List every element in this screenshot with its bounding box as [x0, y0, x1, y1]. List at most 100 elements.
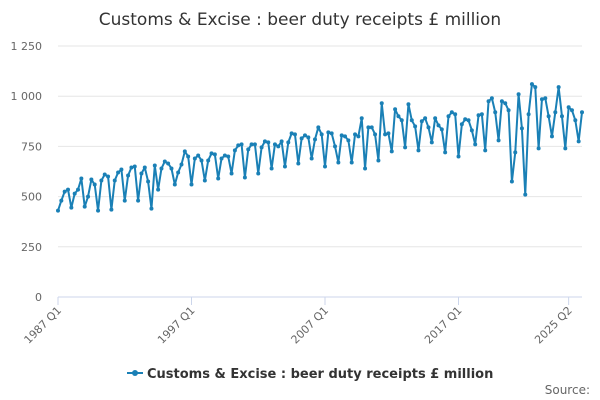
data-point[interactable] — [523, 192, 528, 197]
data-point[interactable] — [326, 130, 331, 135]
data-point[interactable] — [282, 164, 287, 169]
data-point[interactable] — [229, 171, 234, 176]
data-point[interactable] — [513, 150, 518, 155]
data-point[interactable] — [269, 166, 274, 171]
data-point[interactable] — [406, 102, 411, 107]
data-point[interactable] — [453, 112, 458, 117]
data-point[interactable] — [443, 150, 448, 155]
data-point[interactable] — [259, 145, 264, 150]
data-point[interactable] — [152, 163, 157, 168]
data-point[interactable] — [489, 96, 494, 101]
data-point[interactable] — [479, 112, 484, 117]
data-point[interactable] — [266, 140, 271, 145]
data-point[interactable] — [536, 146, 541, 151]
data-point[interactable] — [296, 161, 301, 166]
data-point[interactable] — [386, 131, 391, 136]
data-point[interactable] — [79, 176, 84, 181]
data-point[interactable] — [246, 147, 251, 152]
data-point[interactable] — [449, 110, 454, 115]
data-point[interactable] — [353, 132, 358, 137]
data-point[interactable] — [379, 101, 384, 106]
data-point[interactable] — [469, 128, 474, 133]
data-point[interactable] — [369, 125, 374, 130]
data-point[interactable] — [189, 182, 194, 187]
data-point[interactable] — [89, 177, 94, 182]
data-point[interactable] — [142, 165, 147, 170]
data-point[interactable] — [403, 145, 408, 150]
data-point[interactable] — [299, 136, 304, 141]
data-point[interactable] — [323, 164, 328, 169]
data-point[interactable] — [503, 101, 508, 106]
data-point[interactable] — [109, 207, 114, 212]
data-point[interactable] — [262, 139, 267, 144]
data-point[interactable] — [226, 154, 231, 159]
data-point[interactable] — [319, 132, 324, 137]
data-point[interactable] — [66, 187, 71, 192]
data-point[interactable] — [76, 187, 81, 192]
data-point[interactable] — [132, 164, 137, 169]
data-point[interactable] — [172, 182, 177, 187]
data-point[interactable] — [539, 97, 544, 102]
data-point[interactable] — [389, 149, 394, 154]
data-point[interactable] — [399, 118, 404, 123]
data-point[interactable] — [356, 134, 361, 139]
data-point[interactable] — [202, 178, 207, 183]
data-point[interactable] — [219, 156, 224, 161]
data-point[interactable] — [496, 138, 501, 143]
data-point[interactable] — [162, 159, 167, 164]
data-point[interactable] — [543, 96, 548, 101]
data-point[interactable] — [383, 132, 388, 137]
data-point[interactable] — [222, 153, 227, 158]
data-point[interactable] — [119, 167, 124, 172]
data-point[interactable] — [506, 108, 511, 113]
data-point[interactable] — [272, 142, 277, 147]
data-point[interactable] — [569, 108, 574, 113]
data-point[interactable] — [106, 174, 111, 179]
data-point[interactable] — [302, 133, 307, 138]
data-point[interactable] — [159, 166, 164, 171]
data-point[interactable] — [232, 148, 237, 153]
data-point[interactable] — [72, 191, 77, 196]
data-point[interactable] — [533, 85, 538, 90]
data-point[interactable] — [436, 123, 441, 128]
data-point[interactable] — [359, 116, 364, 121]
data-point[interactable] — [116, 170, 121, 175]
data-point[interactable] — [206, 158, 211, 163]
data-point[interactable] — [509, 179, 514, 184]
data-point[interactable] — [413, 124, 418, 129]
data-point[interactable] — [286, 140, 291, 145]
data-point[interactable] — [146, 179, 151, 184]
data-point[interactable] — [423, 116, 428, 121]
data-point[interactable] — [529, 82, 534, 87]
data-point[interactable] — [199, 158, 204, 163]
data-point[interactable] — [179, 162, 184, 167]
data-point[interactable] — [433, 116, 438, 121]
data-point[interactable] — [526, 112, 531, 117]
data-point[interactable] — [96, 208, 101, 213]
data-point[interactable] — [316, 125, 321, 130]
data-point[interactable] — [466, 118, 471, 123]
data-point[interactable] — [279, 139, 284, 144]
data-point[interactable] — [256, 171, 261, 176]
data-point[interactable] — [456, 154, 461, 159]
data-point[interactable] — [149, 206, 154, 211]
data-point[interactable] — [483, 148, 488, 153]
data-point[interactable] — [166, 161, 171, 166]
data-point[interactable] — [446, 114, 451, 119]
data-point[interactable] — [349, 160, 354, 165]
data-point[interactable] — [136, 198, 141, 203]
data-point[interactable] — [429, 140, 434, 145]
data-point[interactable] — [549, 134, 554, 139]
data-point[interactable] — [182, 149, 187, 154]
data-point[interactable] — [239, 142, 244, 147]
data-point[interactable] — [516, 92, 521, 97]
data-point[interactable] — [56, 208, 60, 213]
data-point[interactable] — [573, 118, 578, 123]
data-point[interactable] — [92, 182, 97, 187]
data-point[interactable] — [289, 131, 294, 136]
data-point[interactable] — [409, 118, 414, 123]
data-point[interactable] — [343, 134, 348, 139]
data-point[interactable] — [486, 99, 491, 104]
data-point[interactable] — [169, 166, 174, 171]
data-point[interactable] — [156, 187, 161, 192]
